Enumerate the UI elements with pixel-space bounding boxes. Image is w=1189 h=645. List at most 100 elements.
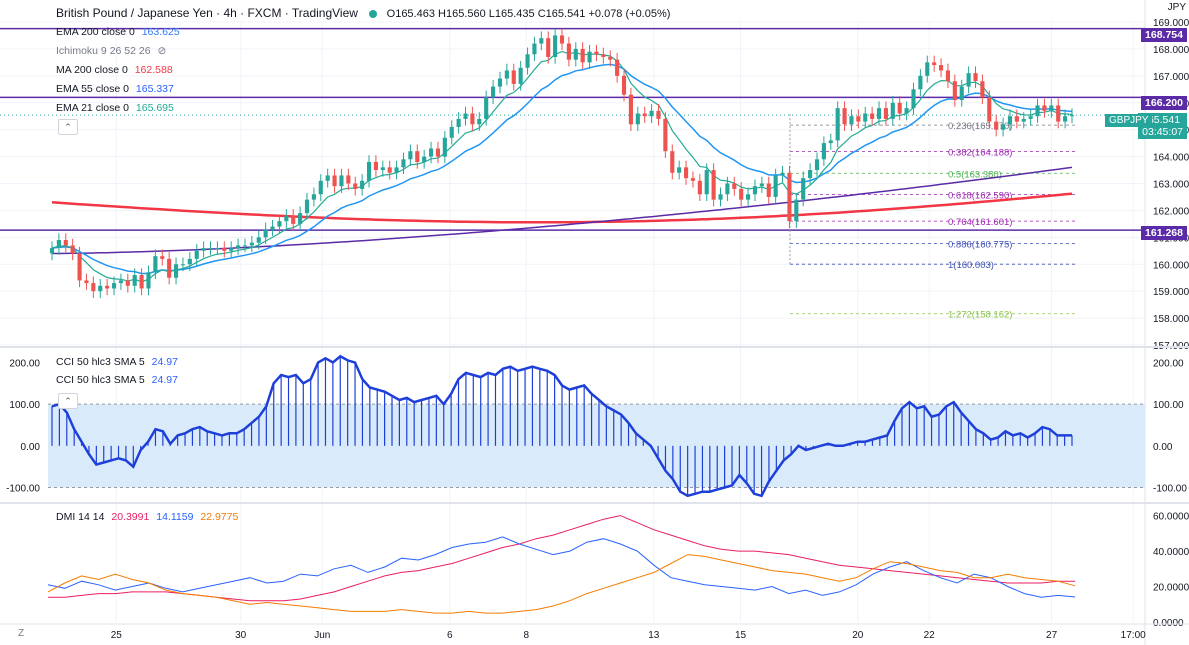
legend-ema55[interactable]: EMA 55 close 0 165.337 <box>56 83 174 95</box>
candle-body <box>1028 116 1033 119</box>
candle-body <box>539 38 544 44</box>
candle-body <box>477 118 482 125</box>
candle-body <box>449 126 454 138</box>
candle-body <box>1001 124 1006 130</box>
candle-body <box>608 56 613 60</box>
candle-body <box>84 280 89 284</box>
candle-body <box>49 248 55 254</box>
ema200-line <box>52 166 1073 255</box>
candle-body <box>808 170 813 179</box>
eye-off-icon[interactable]: ⊘ <box>157 45 167 57</box>
legend-ema200-value: 163.625 <box>141 26 180 38</box>
candle-body <box>780 172 785 176</box>
candle-body <box>277 221 282 227</box>
candle-body <box>594 51 599 55</box>
price-tag-top-line[interactable]: 168.754 <box>1141 28 1187 42</box>
candle-body <box>180 264 186 266</box>
candle-body <box>580 48 585 63</box>
candle-body <box>77 253 82 281</box>
cci-tick-label: 200.00 <box>1153 359 1184 370</box>
price-tag-mid-line[interactable]: 166.200 <box>1141 96 1187 110</box>
legend-cci-2-label: CCI 50 hlc3 SMA 5 <box>56 374 145 386</box>
time-tick-label: 15 <box>735 630 747 641</box>
currency-label[interactable]: JPY <box>1167 2 1186 13</box>
cci-tick-label-left: 100.00 <box>9 400 40 411</box>
candle-body <box>270 226 275 230</box>
legend-cci-2[interactable]: CCI 50 hlc3 SMA 5 24.97 <box>56 374 178 386</box>
legend-ema21[interactable]: EMA 21 close 0 165.695 <box>56 102 174 114</box>
time-tick-label: 13 <box>648 630 660 641</box>
fib-label: 0.764(161.601) <box>948 217 1012 228</box>
time-tick-label: 20 <box>852 630 864 641</box>
price-tick-label: 164.000 <box>1153 153 1189 164</box>
candle-body <box>546 38 551 57</box>
collapse-legend-button[interactable]: ⌃ <box>58 119 78 135</box>
candle-body <box>222 248 227 251</box>
legend-cci-2-value: 24.97 <box>151 374 178 386</box>
candle-body <box>683 167 689 179</box>
candle-body <box>298 213 303 224</box>
candle-body <box>814 159 820 171</box>
legend-ma200[interactable]: MA 200 close 0 162.588 <box>56 64 173 76</box>
candle-body <box>677 167 682 173</box>
candle-body <box>63 240 68 246</box>
candle-body <box>987 97 992 122</box>
candle-body <box>325 175 330 181</box>
price-tick-label: 159.000 <box>1153 287 1189 298</box>
candle-body <box>387 167 392 173</box>
cci-tick-label: -100.00 <box>1153 484 1187 495</box>
cci-tick-label-left: -100.00 <box>6 484 40 495</box>
candle-body <box>663 118 668 152</box>
candle-body <box>373 161 378 171</box>
candle-body <box>1035 105 1040 117</box>
timezone-button[interactable]: Z <box>18 628 25 639</box>
candle-body <box>876 108 882 119</box>
candle-body <box>208 248 213 250</box>
candle-body <box>725 183 730 195</box>
candle-body <box>553 35 558 57</box>
candle-body <box>870 113 875 119</box>
legend-cci-1-value: 24.97 <box>151 356 178 368</box>
candle-body <box>428 148 434 157</box>
candle-body <box>559 35 565 44</box>
cci-tick-label-left: 0.00 <box>21 442 41 453</box>
price-tag-low-line[interactable]: 161.268 <box>1141 226 1187 240</box>
candle-body <box>160 256 165 259</box>
legend-dmi[interactable]: DMI 14 14 20.3991 14.1159 22.9775 <box>56 511 238 523</box>
candle-body <box>146 272 151 289</box>
price-tick-label: 162.000 <box>1153 206 1189 217</box>
candle-body <box>890 102 895 119</box>
symbol-tag[interactable]: GBPJPY <box>1105 114 1153 127</box>
candle-body <box>497 78 503 87</box>
ma200-line <box>51 192 1073 224</box>
ema55-line <box>51 63 1073 275</box>
legend-ichimoku-label: Ichimoku 9 26 52 26 <box>56 45 151 57</box>
legend-ema200[interactable]: EMA 200 close 0 163.625 <box>56 26 180 38</box>
legend-ichimoku[interactable]: Ichimoku 9 26 52 26 ⊘ <box>56 45 166 57</box>
candle-body <box>849 116 854 125</box>
cci-line <box>51 354 1072 498</box>
candle-body <box>642 113 647 117</box>
candle-body <box>856 116 861 122</box>
candle-body <box>249 242 254 246</box>
candle-body <box>132 275 137 286</box>
candle-body <box>360 180 365 189</box>
candle-body <box>422 156 427 162</box>
time-tick-label: 22 <box>924 630 936 641</box>
candle-body <box>828 140 833 144</box>
collapse-cci-legend-button[interactable]: ⌃ <box>58 393 78 409</box>
candle-body <box>91 283 96 292</box>
candle-body <box>456 118 461 127</box>
symbol-title[interactable]: British Pound / Japanese Yen · 4h · FXCM… <box>56 6 358 20</box>
fib-label: 0.886(160.775) <box>948 239 1012 250</box>
candle-body <box>904 108 909 114</box>
candle-body <box>415 151 420 162</box>
candle-body <box>484 97 489 119</box>
price-tick-label: 168.000 <box>1153 45 1189 56</box>
legend-cci-1[interactable]: CCI 50 hlc3 SMA 5 24.97 <box>56 356 178 368</box>
candle-body <box>746 194 751 200</box>
candle-body <box>511 70 516 84</box>
legend-dmi-v1: 20.3991 <box>111 511 150 523</box>
candle-body <box>690 178 696 181</box>
